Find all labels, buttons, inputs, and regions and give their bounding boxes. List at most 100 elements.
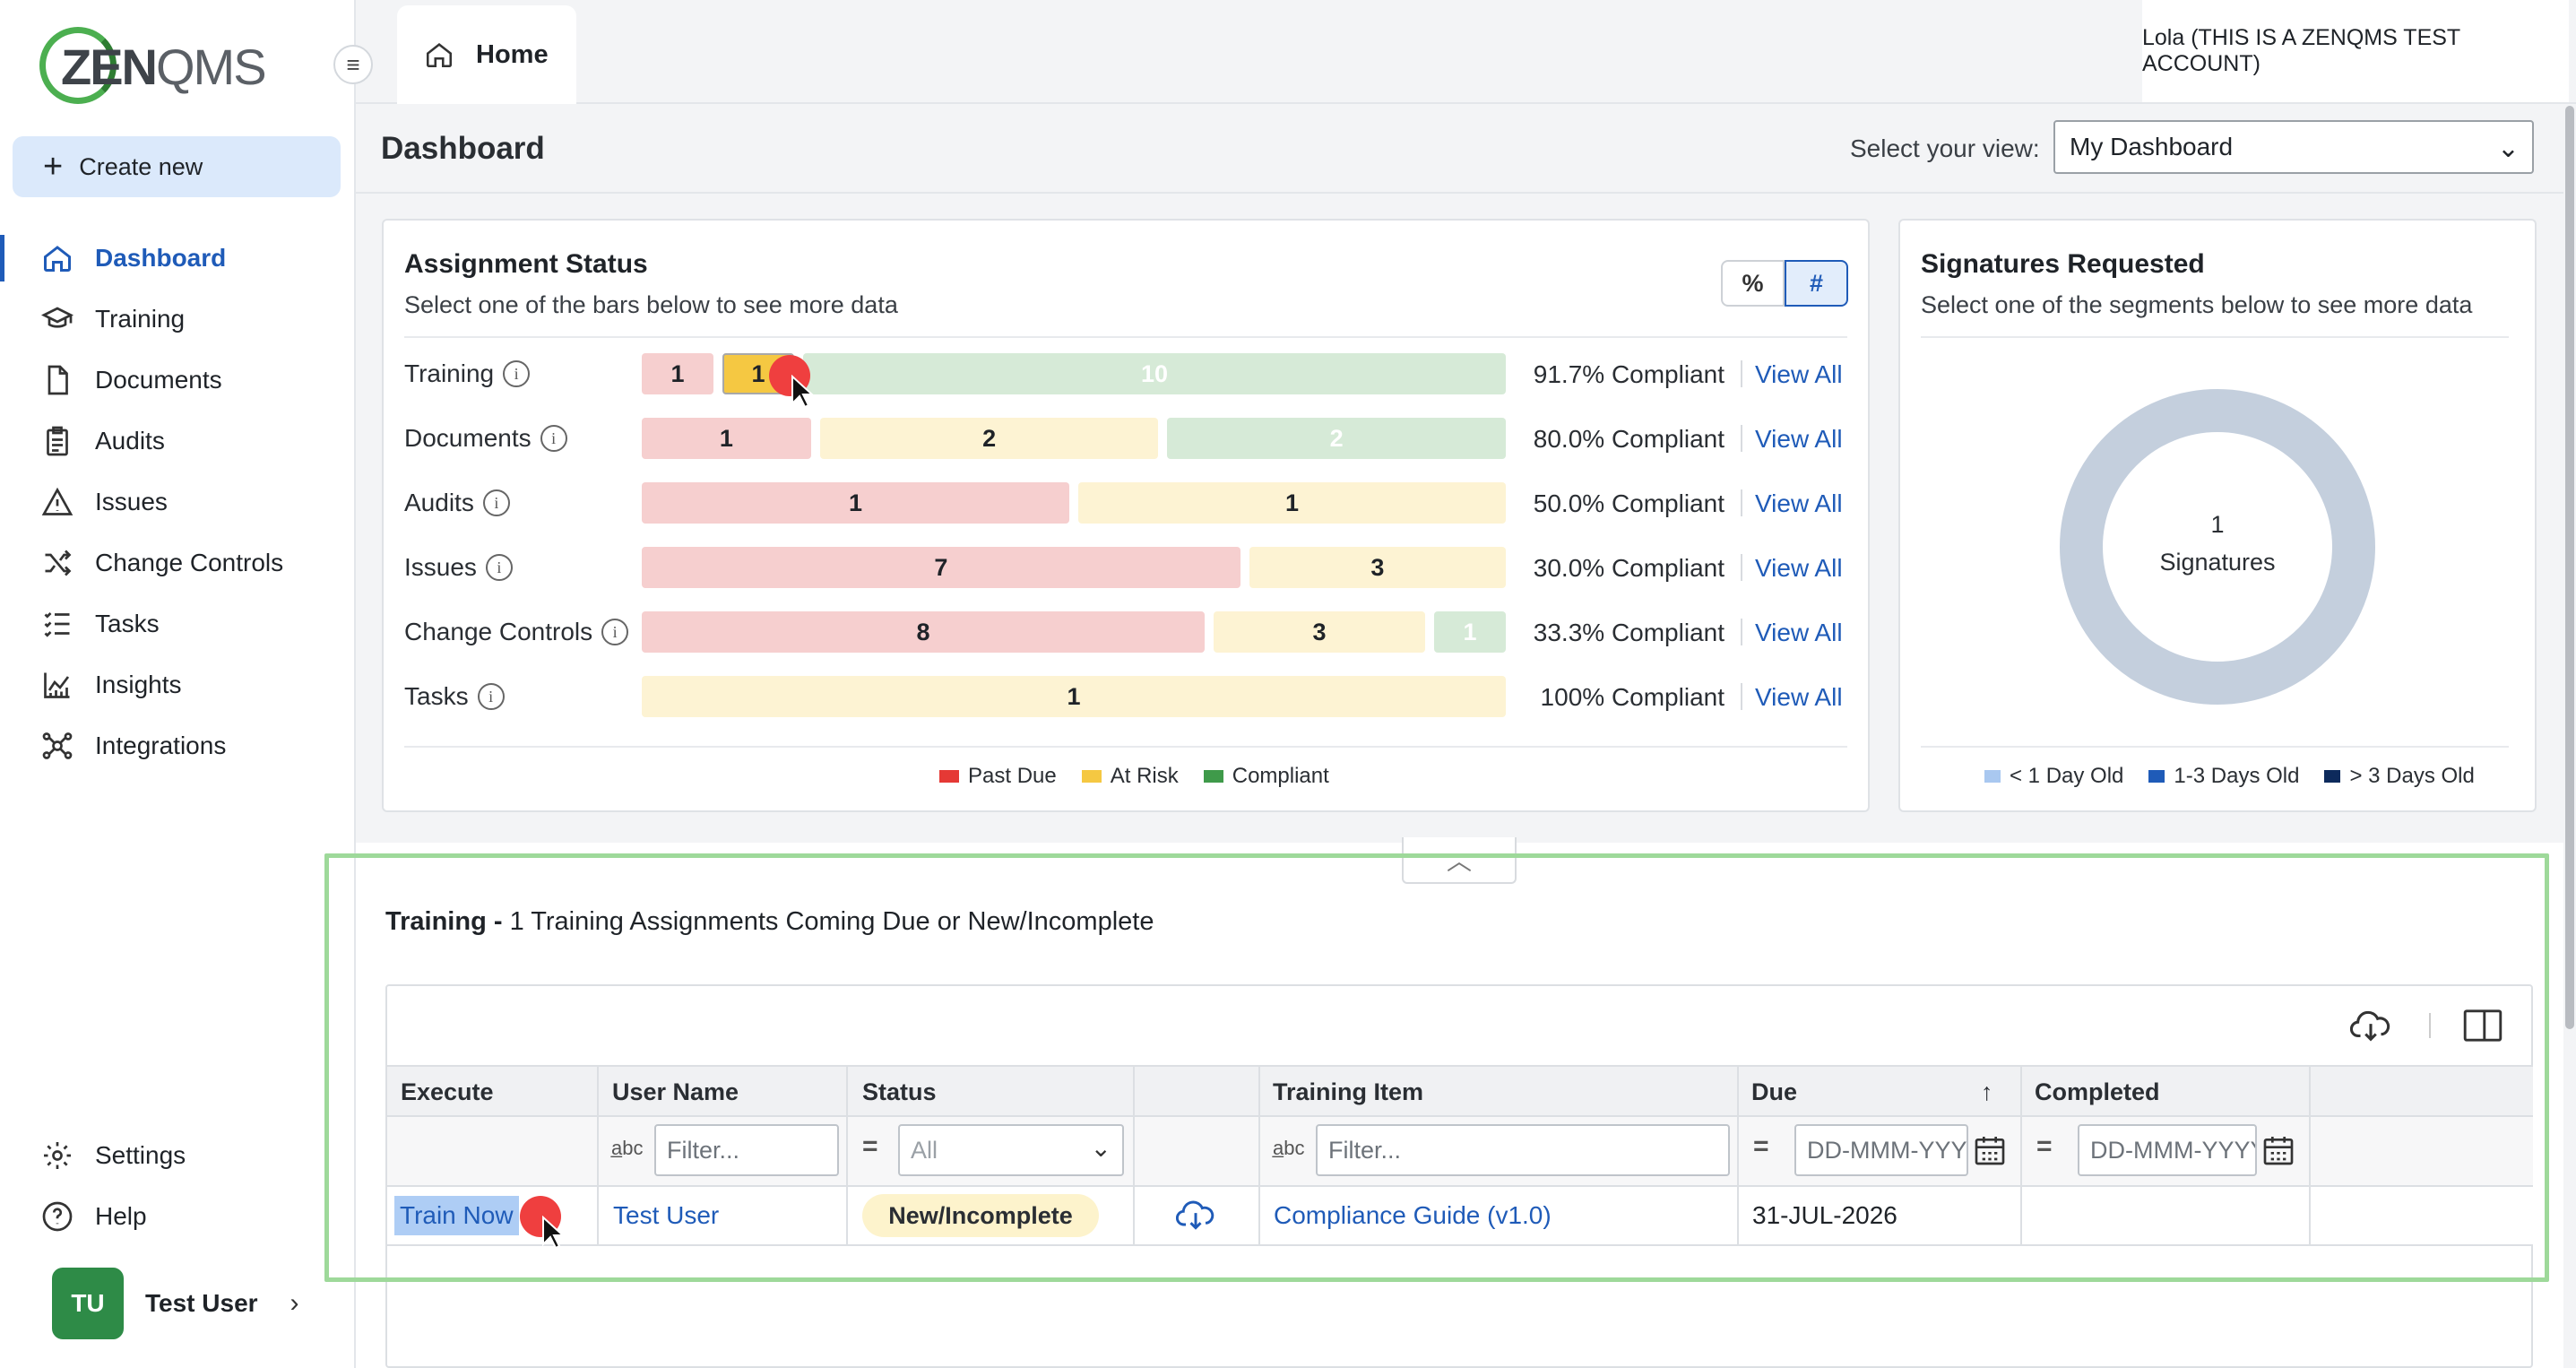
collapse-sidebar-button[interactable]: ≡ bbox=[333, 45, 373, 84]
sidebar-item-settings[interactable]: Settings bbox=[0, 1125, 354, 1186]
user-name-link[interactable]: Test User bbox=[613, 1201, 720, 1229]
equals-filter-icon[interactable]: = bbox=[2036, 1131, 2053, 1161]
view-select-value: My Dashboard bbox=[2070, 133, 2234, 160]
at-risk-bar[interactable]: 1 bbox=[1078, 482, 1506, 524]
columns-icon[interactable] bbox=[2463, 1009, 2503, 1042]
sidebar-item-help[interactable]: Help bbox=[0, 1186, 354, 1247]
info-icon[interactable]: i bbox=[503, 360, 531, 387]
user-name-filter[interactable]: Filter... bbox=[654, 1124, 839, 1176]
info-icon[interactable]: i bbox=[485, 554, 513, 581]
status-filter[interactable]: All ⌄ bbox=[898, 1124, 1124, 1176]
sidebar-item-training[interactable]: Training bbox=[0, 289, 354, 350]
cloud-download-icon[interactable] bbox=[2350, 1008, 2391, 1043]
info-icon[interactable]: i bbox=[482, 489, 510, 516]
signatures-count-label: Signatures bbox=[2159, 549, 2276, 576]
sidebar-nav: Dashboard Training Documents Audits Issu… bbox=[0, 228, 354, 776]
sidebar-item-issues[interactable]: Issues bbox=[0, 472, 354, 532]
collapse-panel-button[interactable]: ︿ bbox=[1402, 837, 1517, 884]
train-now-button[interactable]: Train Now bbox=[394, 1196, 519, 1235]
calendar-icon[interactable] bbox=[1972, 1132, 2008, 1168]
sidebar-item-insights[interactable]: Insights bbox=[0, 654, 354, 715]
separator bbox=[1741, 619, 1742, 645]
table-row[interactable] bbox=[387, 1187, 2533, 1246]
past-due-bar[interactable]: 7 bbox=[642, 547, 1240, 588]
past-due-bar[interactable]: 8 bbox=[642, 611, 1205, 653]
legend-swatch bbox=[939, 770, 959, 783]
panel-title-desc: 1 Training Assignments Coming Due or New… bbox=[509, 907, 1154, 936]
completed-date-filter[interactable]: DD-MMM-YYYY bbox=[2078, 1124, 2257, 1176]
number-toggle[interactable]: # bbox=[1785, 260, 1848, 307]
past-due-bar[interactable]: 1 bbox=[642, 418, 811, 459]
tab-home[interactable]: Home bbox=[397, 5, 576, 104]
cloud-download-icon[interactable] bbox=[1176, 1198, 1215, 1232]
text-filter-icon[interactable]: a̲bc bbox=[1273, 1137, 1305, 1159]
zenqms-logo[interactable]: ZENQMS bbox=[39, 25, 267, 106]
info-icon[interactable]: i bbox=[477, 683, 505, 710]
at-risk-bar[interactable]: 1 bbox=[642, 676, 1506, 717]
create-new-button[interactable]: + Create new bbox=[13, 136, 341, 197]
due-date-filter[interactable]: DD-MMM-YYYY bbox=[1794, 1124, 1968, 1176]
view-all-link[interactable]: View All bbox=[1755, 683, 1843, 711]
view-select[interactable]: My Dashboard ⌄ bbox=[2053, 120, 2534, 174]
calendar-icon[interactable] bbox=[2260, 1132, 2296, 1168]
chevron-down-icon: ⌄ bbox=[2496, 134, 2520, 163]
legend-item: 1-3 Days Old bbox=[2148, 764, 2299, 789]
legend-label: < 1 Day Old bbox=[2010, 764, 2124, 788]
info-icon[interactable]: i bbox=[540, 425, 567, 452]
column-header-due[interactable]: Due bbox=[1751, 1078, 1798, 1105]
sidebar-item-change-controls[interactable]: Change Controls bbox=[0, 532, 354, 593]
sidebar-item-label: Integrations bbox=[95, 732, 227, 759]
past-due-bar[interactable]: 1 bbox=[642, 482, 1069, 524]
compliant-bar[interactable]: 10 bbox=[803, 353, 1506, 394]
account-label[interactable]: Lola (THIS IS A ZENQMS TEST ACCOUNT) bbox=[2142, 0, 2569, 102]
view-all-link[interactable]: View All bbox=[1755, 425, 1843, 453]
compliance-percent: 80.0% Compliant bbox=[1533, 425, 1725, 453]
sidebar-item-dashboard[interactable]: Dashboard bbox=[0, 228, 354, 289]
at-risk-bar[interactable]: 3 bbox=[1249, 547, 1506, 588]
chevron-up-icon: ︿ bbox=[1446, 847, 1472, 875]
column-header-execute[interactable]: Execute bbox=[401, 1078, 494, 1105]
text-filter-icon[interactable]: a̲bc bbox=[611, 1137, 644, 1159]
sidebar-item-label: Insights bbox=[95, 671, 182, 698]
compliance-percent: 50.0% Compliant bbox=[1533, 489, 1725, 517]
compliant-bar[interactable]: 1 bbox=[1434, 611, 1506, 653]
sort-ascending-icon[interactable]: ↑ bbox=[1981, 1078, 1993, 1105]
column-header-training-item[interactable]: Training Item bbox=[1273, 1078, 1424, 1105]
sidebar-item-audits[interactable]: Audits bbox=[0, 411, 354, 472]
column-separator bbox=[1737, 1065, 1739, 1246]
status-row-label: Tasks i bbox=[404, 676, 505, 717]
shuffle-icon bbox=[45, 550, 72, 576]
scrollbar-thumb[interactable] bbox=[2565, 106, 2574, 1029]
equals-filter-icon[interactable]: = bbox=[862, 1131, 878, 1161]
info-icon[interactable]: i bbox=[601, 619, 629, 645]
compliant-bar[interactable]: 2 bbox=[1167, 418, 1506, 459]
view-all-link[interactable]: View All bbox=[1755, 619, 1843, 646]
logo-text: ZENQMS bbox=[61, 38, 267, 96]
at-risk-bar[interactable]: 3 bbox=[1214, 611, 1425, 653]
at-risk-bar[interactable]: 2 bbox=[819, 418, 1159, 459]
help-icon bbox=[42, 1201, 73, 1232]
percent-toggle[interactable]: % bbox=[1721, 260, 1785, 307]
user-menu[interactable]: TU Test User › bbox=[52, 1267, 312, 1340]
sidebar-item-tasks[interactable]: Tasks bbox=[0, 593, 354, 654]
donut-segment[interactable] bbox=[2060, 389, 2375, 705]
logo-ring bbox=[39, 27, 117, 104]
signatures-donut[interactable] bbox=[2058, 387, 2377, 706]
sidebar-item-integrations[interactable]: Integrations bbox=[0, 715, 354, 776]
column-header-status[interactable]: Status bbox=[862, 1078, 937, 1105]
view-all-link[interactable]: View All bbox=[1755, 489, 1843, 517]
separator bbox=[1741, 489, 1742, 516]
column-header-user-name[interactable]: User Name bbox=[612, 1078, 739, 1105]
past-due-bar[interactable]: 1 bbox=[642, 353, 713, 394]
compliance-percent: 91.7% Compliant bbox=[1533, 360, 1725, 388]
column-header-completed[interactable]: Completed bbox=[2035, 1078, 2160, 1105]
sidebar: ZENQMS + Create new Dashboard Training D… bbox=[0, 0, 356, 1368]
cursor-icon bbox=[542, 1216, 565, 1250]
view-all-link[interactable]: View All bbox=[1755, 554, 1843, 582]
signatures-legend: < 1 Day Old 1-3 Days Old > 3 Days Old bbox=[1984, 764, 2500, 789]
sidebar-item-documents[interactable]: Documents bbox=[0, 350, 354, 411]
view-all-link[interactable]: View All bbox=[1755, 360, 1843, 388]
equals-filter-icon[interactable]: = bbox=[1753, 1131, 1769, 1161]
training-item-link[interactable]: Compliance Guide (v1.0) bbox=[1274, 1201, 1552, 1229]
training-item-filter[interactable]: Filter... bbox=[1316, 1124, 1730, 1176]
